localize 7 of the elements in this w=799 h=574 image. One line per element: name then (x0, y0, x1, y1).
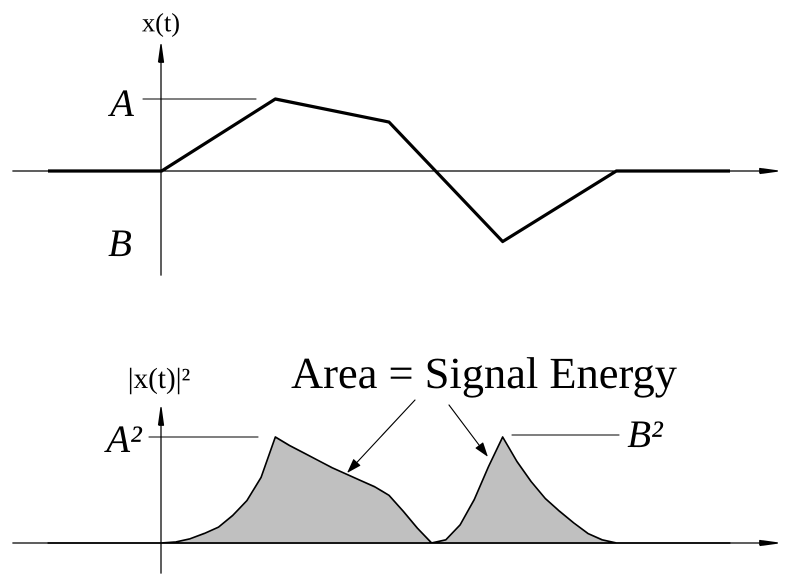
annotation: A (108, 90, 134, 116)
annotation: A² (104, 426, 142, 452)
y-axis-title: |x(t)|² (130, 368, 190, 394)
y-axis-title: x(t) (142, 13, 179, 37)
annotation: B (108, 230, 132, 256)
annotation: B² (628, 421, 664, 448)
text: Area = Signal Energy (291, 357, 677, 398)
